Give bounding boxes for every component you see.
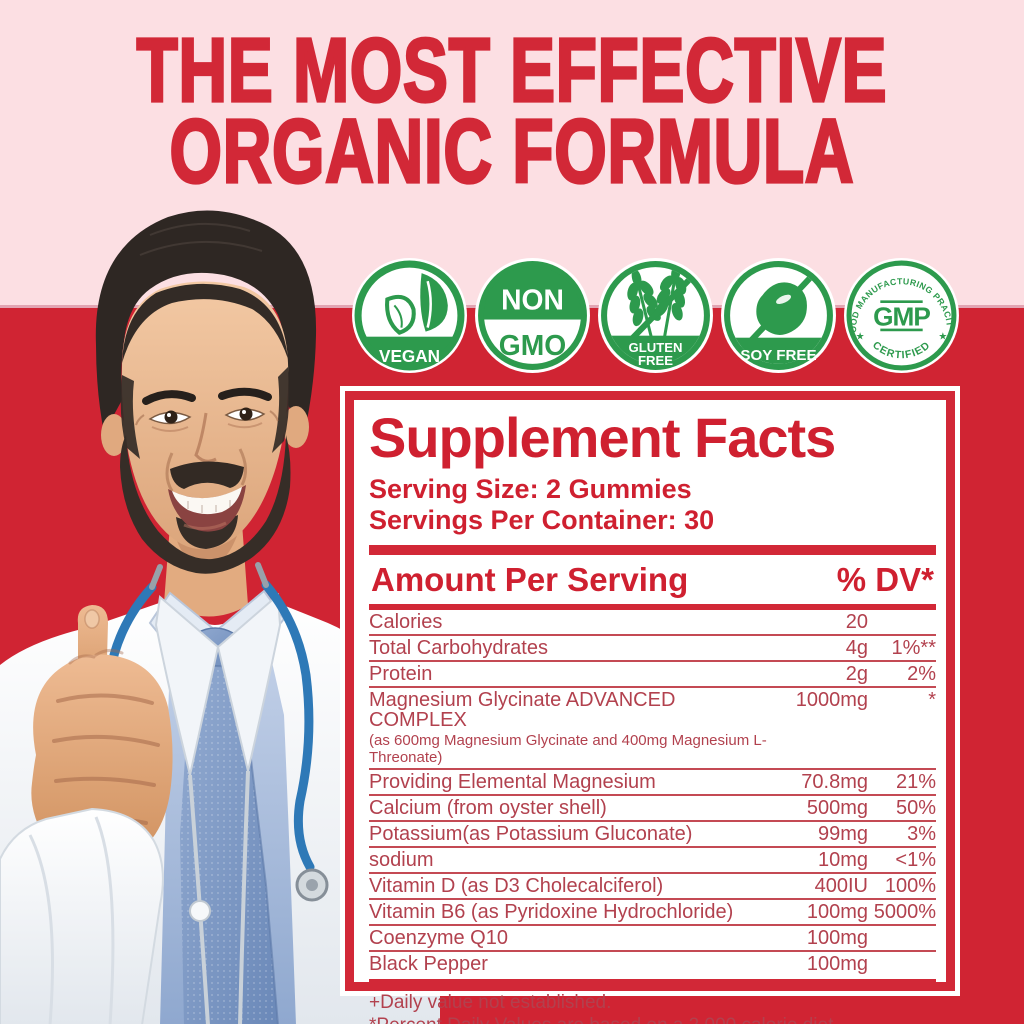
amount-value: 500mg bbox=[806, 797, 868, 819]
doctor-photo bbox=[0, 210, 440, 1024]
dv-value: 2% bbox=[907, 663, 936, 685]
amount-per-serving-header: Amount Per Serving bbox=[371, 561, 689, 598]
nutrient-name: Potassium(as Potassium Gluconate) bbox=[369, 823, 693, 845]
dv-value: 21% bbox=[895, 771, 936, 793]
facts-table-body: Calories 20 Total Carbohydrates 4g 1%** Prote… bbox=[369, 610, 936, 976]
table-row: Providing Elemental Magnesium 70.8mg 21% bbox=[369, 770, 936, 796]
amount-value: 2g bbox=[845, 663, 868, 685]
badge-gmo-label: GMO bbox=[499, 329, 566, 361]
nutrient-subnote: (as 600mg Magnesium Glycinate and 400mg … bbox=[369, 732, 767, 766]
dv-value: 100% bbox=[884, 875, 936, 897]
nutrient-name: Vitamin D (as D3 Cholecalciferol) bbox=[369, 875, 664, 897]
table-row: Vitamin B6 (as Pyridoxine Hydrochloride)… bbox=[369, 900, 936, 926]
headline-line1: THE MOST EFFECTIVE bbox=[135, 20, 888, 121]
badge-vegan: VEGAN bbox=[351, 257, 468, 374]
certification-badges: VEGAN NON GMO bbox=[351, 257, 960, 374]
servings-per-container: Servings Per Container: 30 bbox=[369, 505, 715, 535]
nutrient-name: Black Pepper bbox=[369, 953, 488, 975]
nutrient-name: sodium bbox=[369, 849, 434, 871]
star-icon: ★ bbox=[938, 332, 947, 343]
amount-value: 70.8mg bbox=[801, 771, 868, 793]
thumbs-up-hand bbox=[0, 605, 173, 1024]
amount-value: 4g bbox=[845, 637, 868, 659]
supplement-facts-panel: Supplement Facts Serving Size: 2 Gummies… bbox=[345, 391, 955, 1024]
dv-header: % DV* bbox=[836, 561, 934, 598]
table-header-row: Amount Per Serving % DV* bbox=[369, 555, 936, 604]
amount-value: 100mg bbox=[806, 953, 868, 975]
dv-value: 3% bbox=[907, 823, 936, 845]
nutrient-name: Coenzyme Q10 bbox=[369, 927, 508, 949]
nutrient-name: Protein bbox=[369, 663, 433, 685]
footnote-1: +Daily value not established. bbox=[369, 992, 612, 1013]
dv-value: <1% bbox=[895, 849, 936, 871]
amount-value: 1000mg bbox=[795, 689, 868, 711]
dv-value: * bbox=[928, 689, 936, 711]
table-row: Potassium(as Potassium Gluconate) 99mg 3% bbox=[369, 822, 936, 848]
gmp-center-label: GMP bbox=[873, 302, 930, 332]
panel-title: Supplement Facts bbox=[369, 406, 836, 469]
nutrient-name: Calories bbox=[369, 611, 443, 633]
amount-value: 100mg bbox=[806, 927, 868, 949]
badge-vegan-label: VEGAN bbox=[379, 346, 440, 366]
badge-gluten-free: GLUTEN FREE bbox=[597, 257, 714, 374]
table-row: Black Pepper 100mg bbox=[369, 952, 936, 976]
divider-bottom bbox=[369, 979, 936, 988]
table-row: Calcium (from oyster shell) 500mg 50% bbox=[369, 796, 936, 822]
leaf-icon bbox=[385, 273, 448, 335]
footnote-2: *Percent Daily Values are based on a 2,0… bbox=[369, 1014, 936, 1024]
amount-value: 100mg bbox=[806, 901, 868, 923]
doctor-head bbox=[95, 210, 317, 574]
divider-thick bbox=[369, 545, 936, 555]
nutrient-name: Providing Elemental Magnesium bbox=[369, 771, 656, 793]
table-row: Coenzyme Q10 100mg bbox=[369, 926, 936, 952]
serving-size: Serving Size: 2 Gummies bbox=[369, 474, 692, 504]
badge-non-gmo: NON GMO bbox=[474, 257, 591, 374]
amount-value: 20 bbox=[845, 611, 868, 633]
amount-value: 10mg bbox=[817, 849, 868, 871]
nutrient-name: Magnesium Glycinate ADVANCED COMPLEX (as … bbox=[369, 690, 773, 766]
table-row: Calories 20 bbox=[369, 610, 936, 636]
table-row: sodium 10mg <1% bbox=[369, 848, 936, 874]
wheat-icon bbox=[607, 267, 704, 364]
soybean-icon bbox=[756, 282, 807, 335]
badge-soy-free-label: SOY FREE bbox=[740, 347, 816, 364]
dv-value: 1%** bbox=[891, 637, 936, 659]
star-icon: ★ bbox=[856, 332, 865, 343]
nutrient-name: Calcium (from oyster shell) bbox=[369, 797, 607, 819]
badge-free-label: FREE bbox=[638, 353, 673, 368]
badge-gluten-label: GLUTEN bbox=[629, 340, 683, 355]
dv-value: 50% bbox=[895, 797, 936, 819]
amount-value: 400IU bbox=[814, 875, 868, 897]
divider-medium bbox=[369, 604, 936, 610]
dv-value: 5000% bbox=[873, 901, 936, 923]
table-row: Magnesium Glycinate ADVANCED COMPLEX (as … bbox=[369, 688, 936, 770]
table-row: Protein 2g 2% bbox=[369, 662, 936, 688]
nutrient-name: Vitamin B6 (as Pyridoxine Hydrochloride) bbox=[369, 901, 734, 923]
badge-soy-free: SOY FREE bbox=[720, 257, 837, 374]
table-row: Total Carbohydrates 4g 1%** bbox=[369, 636, 936, 662]
badge-non-label: NON bbox=[501, 283, 564, 315]
nutrient-name: Total Carbohydrates bbox=[369, 637, 548, 659]
amount-value: 99mg bbox=[817, 823, 868, 845]
headline: THE MOST EFFECTIVE ORGANIC FORMULA bbox=[0, 24, 1024, 198]
headline-line2: ORGANIC FORMULA bbox=[168, 101, 855, 202]
table-row: Vitamin D (as D3 Cholecalciferol) 400IU 10… bbox=[369, 874, 936, 900]
